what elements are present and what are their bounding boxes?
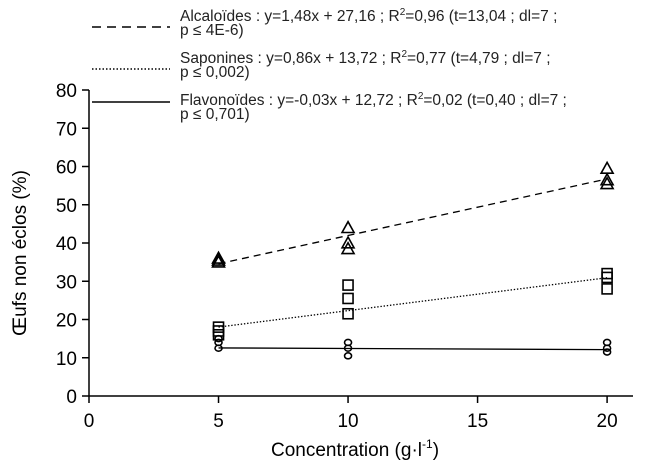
point-square — [601, 267, 613, 280]
fit-line-solid — [218, 347, 608, 351]
y-tick-label: 50 — [56, 196, 77, 217]
point-triangle — [211, 250, 226, 264]
x-tick-label: 10 — [337, 411, 358, 432]
y-tick-label: 10 — [56, 349, 77, 370]
legend-text-flavonoides: Flavonoïdes : y=-0,03x + 12,72 ; R2=0,02… — [180, 91, 567, 124]
legend-line-solid — [92, 101, 170, 103]
y-tick-label: 30 — [56, 272, 77, 293]
y-tick-label: 20 — [56, 311, 77, 332]
point-circle — [343, 352, 353, 360]
fit-line-dotted — [218, 277, 608, 328]
point-square — [342, 292, 354, 305]
point-circle — [214, 344, 223, 352]
point-triangle — [340, 235, 356, 249]
y-tick-label: 40 — [56, 234, 77, 255]
point-triangle — [340, 241, 356, 255]
legend-entry-alcaloides: Alcaloïdes : y=1,48x + 27,16 ; R2=0,96 (… — [92, 6, 644, 40]
legend-line-dashed — [92, 26, 170, 28]
y-tick-label: 60 — [56, 158, 77, 179]
point-square — [601, 283, 613, 295]
point-circle — [214, 334, 223, 343]
point-triangle — [340, 220, 356, 234]
point-square — [342, 307, 354, 320]
point-triangle — [599, 160, 615, 175]
legend-text-alcaloides: Alcaloïdes : y=1,48x + 27,16 ; R2=0,96 (… — [180, 7, 558, 40]
axes: 0 10 20 30 40 50 60 70 80 0 5 10 15 20 — [56, 81, 633, 432]
x-tick-label: 0 — [84, 411, 95, 432]
legend-line-dotted — [92, 68, 170, 70]
y-axis-label: Œufs non éclos (%) — [10, 170, 31, 336]
point-circle — [343, 344, 353, 352]
point-circle — [602, 344, 612, 352]
x-tick-label: 20 — [597, 411, 618, 432]
fit-line-dashed — [218, 178, 608, 265]
point-circle — [602, 348, 612, 356]
point-square — [601, 271, 613, 284]
point-triangle — [211, 254, 226, 268]
x-tick-label: 15 — [467, 411, 488, 432]
legend-entry-saponines: Saponines : y=0,86x + 13,72 ; R2=0,77 (t… — [92, 48, 644, 82]
legend-text-saponines: Saponines : y=0,86x + 13,72 ; R2=0,77 (t… — [180, 49, 551, 82]
point-triangle — [211, 252, 226, 266]
y-tick-label: 70 — [56, 119, 77, 140]
data-markers — [211, 160, 615, 360]
y-tick-label: 0 — [66, 387, 77, 408]
y-tick-label: 80 — [56, 81, 77, 102]
x-tick-label: 5 — [213, 411, 224, 432]
point-square — [212, 325, 225, 337]
x-axis-label: Concentration (g·l-1) — [271, 437, 439, 461]
point-triangle — [599, 176, 615, 190]
fit-lines — [218, 178, 608, 351]
point-triangle — [599, 172, 615, 186]
point-square — [342, 279, 354, 291]
legend-entry-flavonoides: Flavonoïdes : y=-0,03x + 12,72 ; R2=0,02… — [92, 90, 644, 124]
